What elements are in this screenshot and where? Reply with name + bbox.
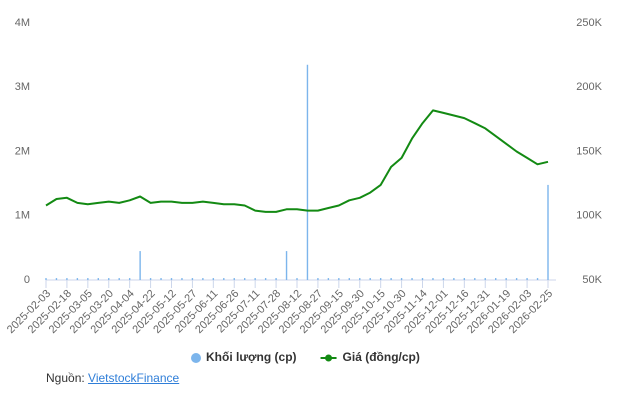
y2-tick-label: 100K — [576, 210, 602, 222]
volume-bar — [453, 278, 455, 280]
volume-bar — [379, 278, 382, 280]
legend-label: Giá (đồng/cp) — [343, 350, 420, 364]
y-tick-label: 0 — [24, 274, 30, 286]
volume-bar — [170, 278, 173, 280]
volume-bar — [348, 278, 350, 280]
volume-bar — [233, 278, 235, 280]
volume-bar — [495, 278, 497, 280]
volume-bar — [400, 278, 403, 280]
legend-symbol — [325, 354, 333, 362]
volume-bar — [369, 278, 371, 280]
volume-bar — [505, 278, 507, 280]
legend-label: Khối lượng (cp) — [206, 350, 297, 364]
legend-symbol — [191, 353, 201, 363]
volume-bar — [536, 278, 539, 280]
volume-bar — [223, 278, 225, 280]
volume-bar — [285, 251, 288, 280]
volume-bar — [275, 278, 277, 280]
volume-bar — [411, 278, 413, 280]
volume-bar — [45, 278, 47, 280]
volume-bar — [526, 278, 528, 280]
volume-bar — [547, 184, 549, 280]
volume-bar — [317, 278, 319, 280]
source: Nguồn: VietstockFinance — [46, 371, 179, 385]
source-link[interactable]: VietstockFinance — [88, 371, 180, 385]
volume-bar — [474, 278, 476, 280]
volume-bar — [432, 278, 434, 280]
volume-bar — [421, 278, 424, 280]
volume-bar — [128, 278, 131, 280]
y-tick-label: 1M — [15, 210, 30, 222]
price-line — [45, 109, 549, 213]
volume-bar — [306, 64, 309, 280]
volume-bar — [338, 278, 340, 280]
volume-bar — [296, 278, 298, 280]
volume-bar — [97, 278, 99, 280]
volume-bar — [87, 278, 89, 280]
volume-bar — [149, 278, 152, 280]
y-tick-label: 4M — [15, 17, 30, 29]
volume-bar — [359, 278, 361, 280]
volume-bar — [139, 251, 141, 280]
volume-bar — [202, 278, 204, 280]
y2-tick-label: 50K — [582, 274, 602, 286]
volume-bar — [254, 278, 256, 280]
source-label: Nguồn: — [46, 371, 85, 385]
y2-tick-label: 200K — [576, 81, 602, 93]
volume-bar — [264, 278, 267, 280]
y-tick-label: 2M — [15, 145, 30, 157]
volume-bar — [327, 278, 330, 280]
volume-bar — [191, 278, 194, 280]
y2-tick-label: 150K — [576, 145, 602, 157]
volume-bar — [244, 278, 246, 280]
volume-bar — [212, 278, 215, 280]
volume-bar — [515, 278, 518, 280]
volume-bar — [160, 278, 162, 280]
volume-bar — [484, 278, 486, 280]
volume-bar — [181, 278, 183, 280]
volume-bar — [76, 278, 79, 280]
volume-bar — [66, 278, 68, 280]
volume-bar — [390, 278, 392, 280]
volume-bar — [55, 278, 58, 280]
y2-tick-label: 250K — [576, 17, 602, 29]
volume-bar — [108, 278, 110, 280]
volume-bar — [118, 278, 120, 280]
volume-bar — [442, 278, 445, 280]
volume-bar — [463, 278, 466, 280]
y-tick-label: 3M — [15, 81, 30, 93]
